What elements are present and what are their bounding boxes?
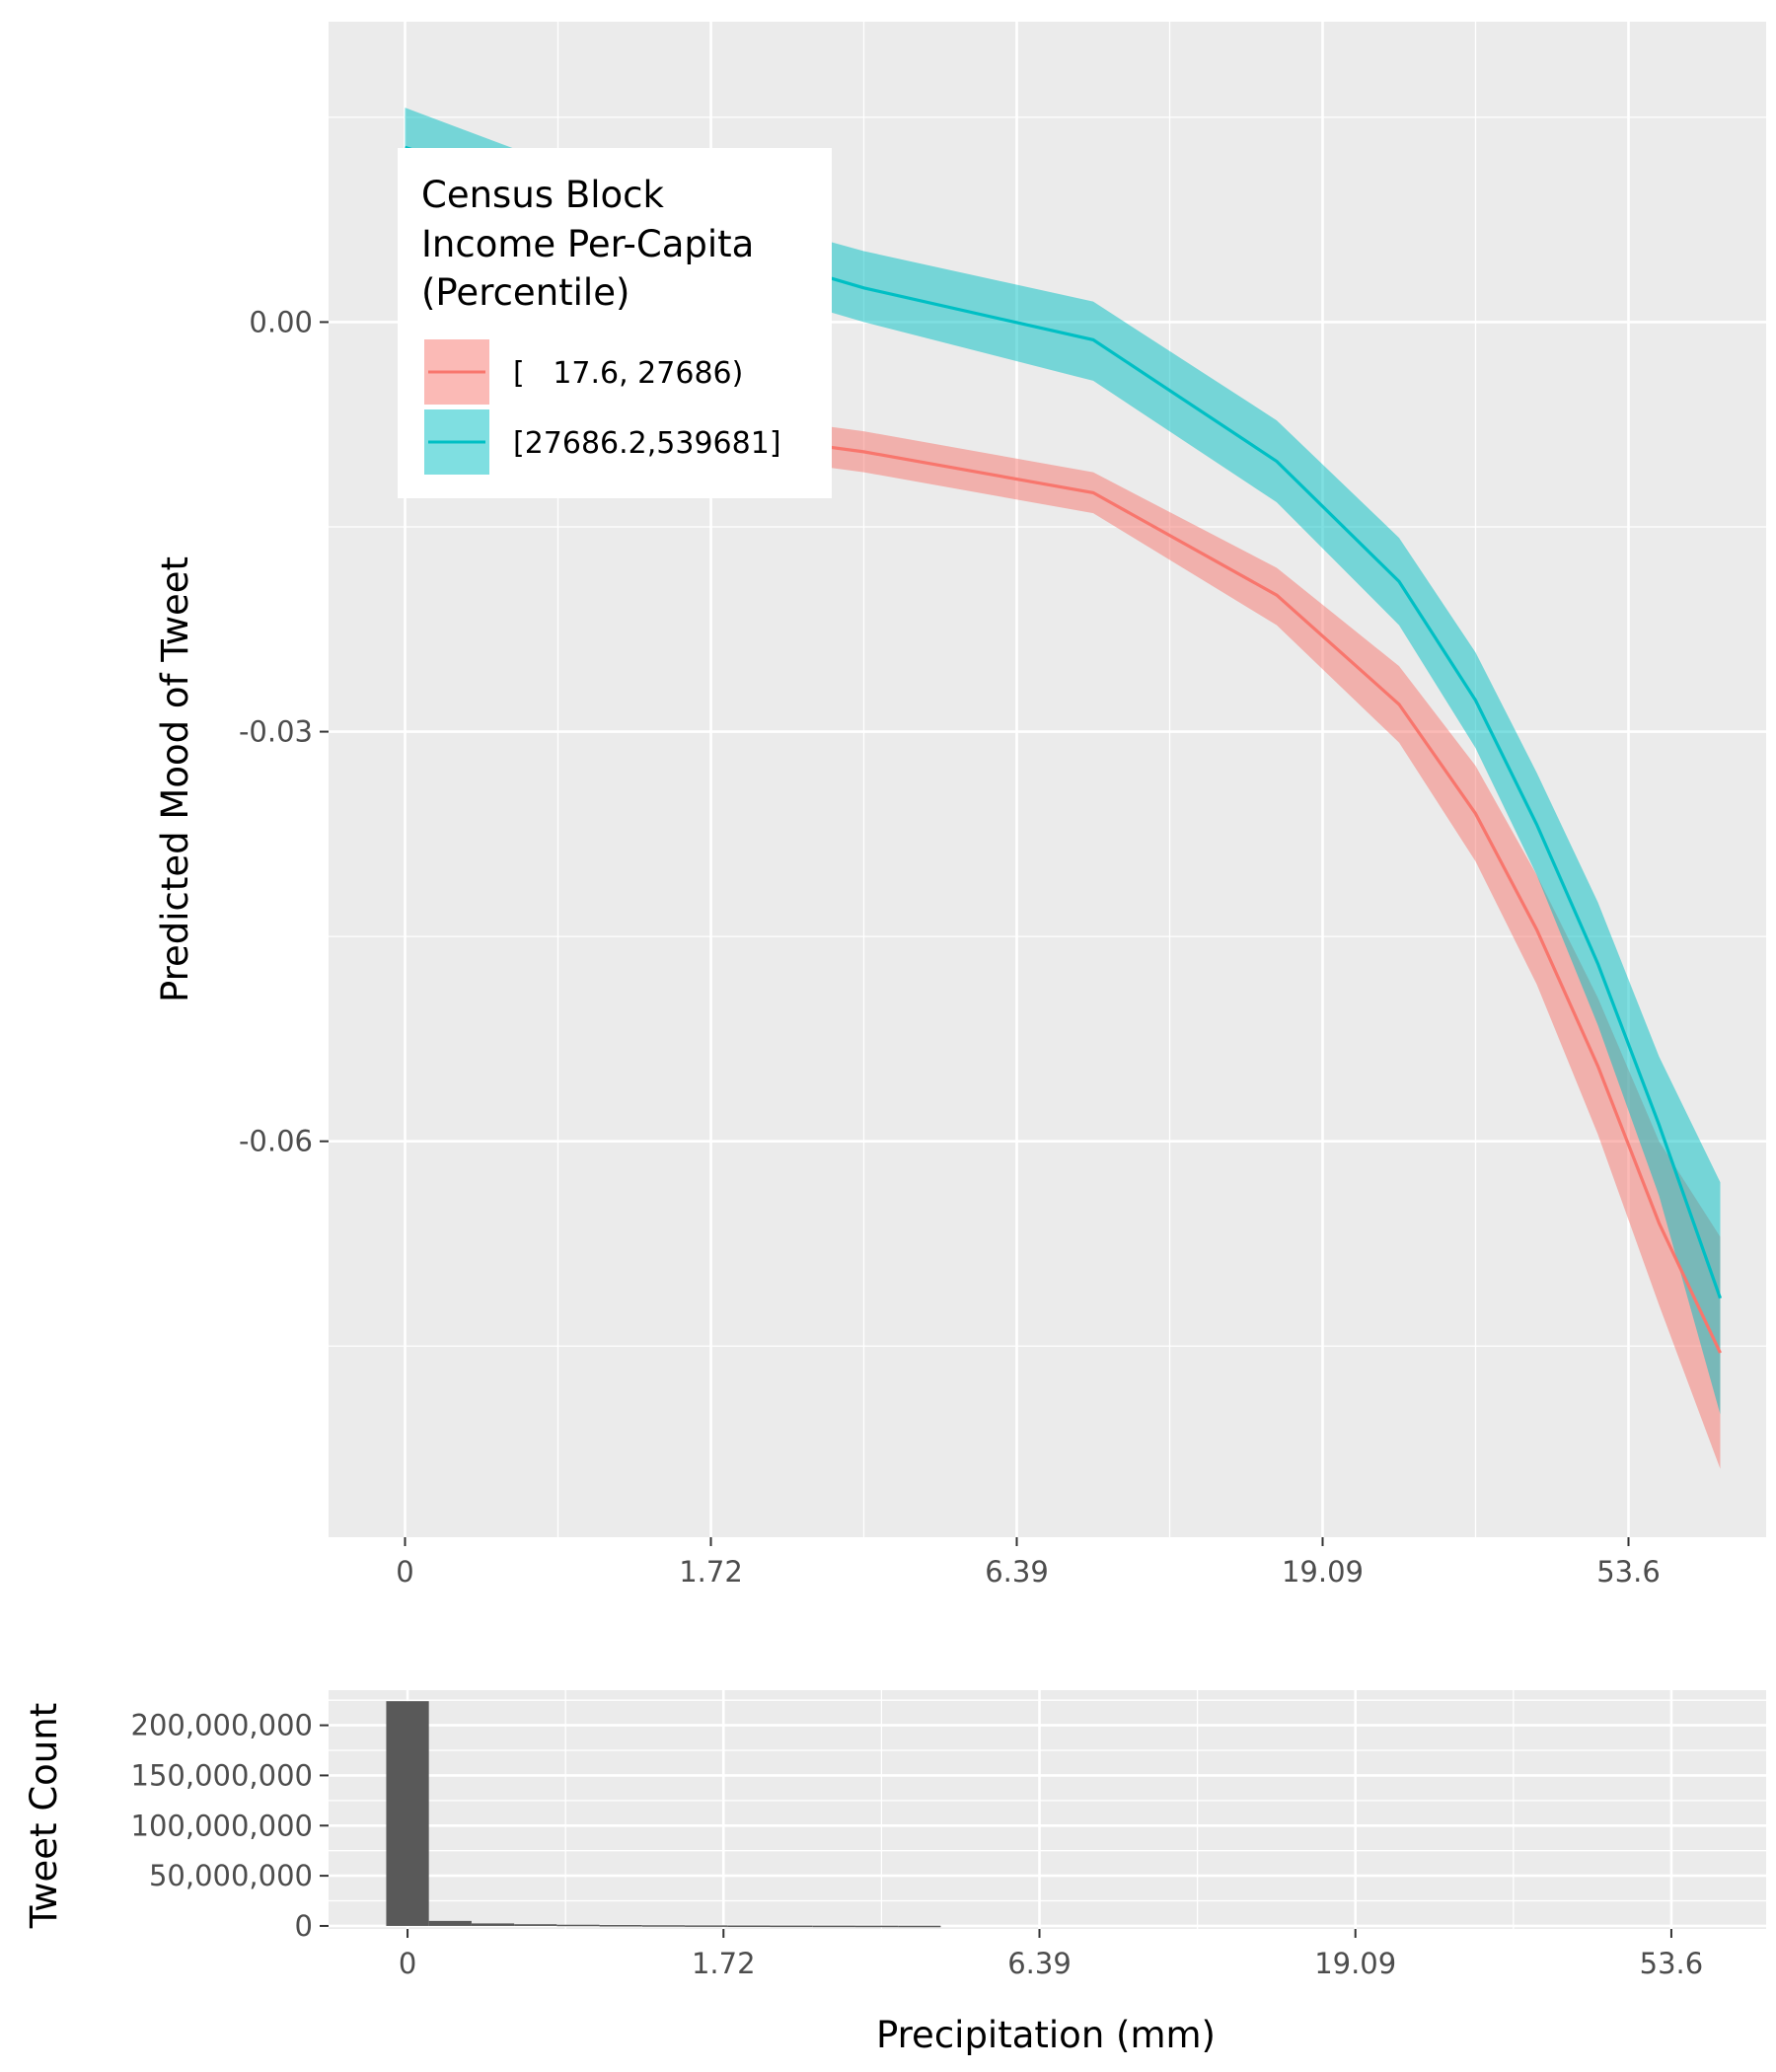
histogram-bar — [812, 1925, 855, 1928]
histogram-grid — [329, 1690, 1766, 1929]
x-tick-label: 0 — [399, 1947, 416, 1980]
y-tick-label: 200,000,000 — [131, 1709, 314, 1742]
main-panel: 0 1.72 6.39 19.09 53.6 0.00 -0.03 -0.06 Predic… — [154, 22, 1766, 1589]
main-confidence-bands — [405, 108, 1721, 1469]
histogram-y-ticks: 200,000,000 150,000,000 100,000,000 50,000,… — [131, 1709, 329, 1943]
histogram-bar — [428, 1920, 472, 1926]
x-tick-label: 53.6 — [1596, 1555, 1661, 1589]
confidence-band-high-income — [405, 108, 1721, 1415]
legend-title-line-2: Income Per-Capita — [421, 223, 754, 265]
histogram-bar — [471, 1923, 515, 1926]
histogram-bar — [685, 1925, 728, 1927]
legend-item-high-income: [27686.2,539681] — [424, 409, 781, 475]
x-tick-label: 19.09 — [1314, 1947, 1396, 1980]
y-tick-label: -0.06 — [239, 1125, 313, 1158]
x-tick-label: 6.39 — [985, 1555, 1049, 1589]
y-tick-label: 100,000,000 — [131, 1809, 314, 1842]
x-tick-label: 6.39 — [1007, 1947, 1072, 1980]
y-tick-label: 0.00 — [249, 305, 313, 338]
x-axis-label: Precipitation (mm) — [876, 2014, 1216, 2056]
legend-title-line-1: Census Block — [421, 174, 664, 216]
histogram-bar — [641, 1925, 686, 1927]
y-tick-label: 150,000,000 — [131, 1758, 314, 1792]
histogram-panel-background — [329, 1690, 1766, 1929]
histogram-bar — [898, 1925, 941, 1928]
histogram-x-ticks: 0 1.72 6.39 19.09 53.6 — [399, 1929, 1703, 1980]
histogram-bar — [599, 1925, 642, 1927]
histogram-y-axis-label: Tweet Count — [23, 1703, 65, 1929]
x-tick-label: 53.6 — [1640, 1947, 1704, 1980]
legend: Census Block Income Per-Capita (Percenti… — [398, 148, 832, 498]
histogram-panel: 0 1.72 6.39 19.09 53.6 200,000,000 150,000,00… — [23, 1690, 1766, 2056]
main-y-axis-label: Predicted Mood of Tweet — [154, 556, 196, 1002]
main-x-ticks: 0 1.72 6.39 19.09 53.6 — [396, 1537, 1661, 1589]
x-tick-label: 19.09 — [1282, 1555, 1364, 1589]
histogram-bar — [514, 1924, 557, 1926]
x-tick-label: 1.72 — [692, 1947, 756, 1980]
legend-item-low-income: [ 17.6, 27686) — [424, 339, 743, 405]
y-tick-label: 0 — [295, 1909, 313, 1943]
histogram-bar — [386, 1701, 429, 1926]
histogram-bar — [556, 1924, 600, 1927]
histogram-bar — [770, 1925, 813, 1928]
y-tick-label: 50,000,000 — [149, 1859, 313, 1892]
histogram-bar — [727, 1925, 771, 1927]
histogram-bar — [854, 1925, 899, 1928]
legend-title-line-3: (Percentile) — [421, 271, 629, 314]
legend-label-high-income: [27686.2,539681] — [513, 426, 781, 461]
histogram-bars — [386, 1701, 941, 1928]
x-tick-label: 0 — [396, 1555, 413, 1589]
y-tick-label: -0.03 — [239, 715, 313, 749]
legend-label-low-income: [ 17.6, 27686) — [513, 356, 743, 391]
x-tick-label: 1.72 — [679, 1555, 743, 1589]
main-y-ticks: 0.00 -0.03 -0.06 — [239, 305, 329, 1158]
